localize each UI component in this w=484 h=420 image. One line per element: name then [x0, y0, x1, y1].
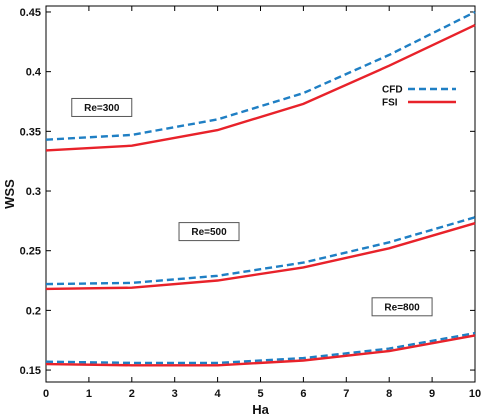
- y-tick-label: 0.25: [20, 246, 41, 258]
- plot-frame: [45, 5, 476, 383]
- x-axis-title: Ha: [252, 402, 269, 417]
- series-line-re-300-fsi: [45, 24, 476, 152]
- x-tick-label: 6: [300, 388, 306, 400]
- y-tick-label: 0.4: [26, 67, 42, 79]
- series-line-re-300-cfd: [45, 10, 476, 141]
- x-tick-label: 3: [172, 388, 178, 400]
- x-axis: 0 1 2 3 4 5 6 7 8 9 10: [43, 6, 481, 400]
- annotations: Re=300 Re=500 Re=800: [71, 97, 433, 317]
- legend-label-cfd: CFD: [382, 85, 403, 96]
- x-tick-label: 2: [129, 388, 135, 400]
- annotation-box: [371, 297, 433, 317]
- series-line-re-800-cfd: [45, 331, 476, 365]
- x-tick-label: 0: [43, 388, 49, 400]
- annotation-label: Re=500: [191, 227, 227, 238]
- x-tick-label: 1: [86, 388, 92, 400]
- series-lines: [45, 10, 476, 367]
- x-tick-label: 7: [343, 388, 349, 400]
- y-tick-label: 0.3: [26, 186, 41, 198]
- annotation-box: [71, 97, 133, 117]
- x-tick-label: 5: [257, 388, 263, 400]
- series-line-re-500-fsi: [45, 222, 476, 291]
- y-tick-label: 0.15: [20, 365, 41, 377]
- x-tick-label: 10: [469, 388, 481, 400]
- x-tick-label: 4: [215, 388, 222, 400]
- y-axis: 0.15 0.2 0.25 0.3 0.35 0.4 0.45: [20, 7, 475, 377]
- annotation-label: Re=800: [384, 302, 420, 313]
- annotation-box: [178, 222, 240, 242]
- legend-label-fsi: FSI: [382, 98, 398, 109]
- x-tick-label: 9: [429, 388, 435, 400]
- annotation-label: Re=300: [84, 103, 120, 114]
- y-tick-label: 0.45: [20, 7, 41, 19]
- x-tick-label: 8: [386, 388, 392, 400]
- legend: CFD FSI: [382, 85, 456, 109]
- y-tick-label: 0.2: [26, 305, 41, 317]
- series-line-re-800-fsi: [45, 334, 476, 367]
- y-axis-title: WSS: [2, 179, 17, 209]
- y-tick-label: 0.35: [20, 126, 41, 138]
- series-line-re-500-cfd: [45, 216, 476, 286]
